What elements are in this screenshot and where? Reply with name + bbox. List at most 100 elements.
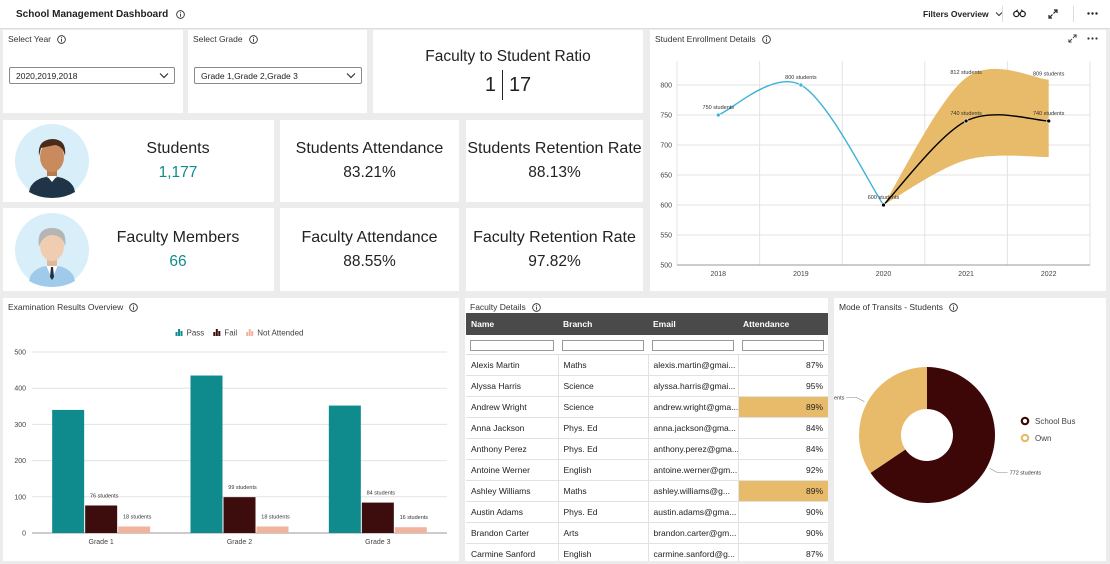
table-row[interactable]: Anthony Perez Phys. Ed anthony.perez@gma..… bbox=[466, 438, 828, 460]
table-cell: Phys. Ed bbox=[558, 501, 649, 523]
info-icon[interactable] bbox=[129, 302, 139, 312]
year-filter-panel: Select Year 2020,2019,2018 bbox=[3, 30, 183, 113]
table-cell: Andrew Wright bbox=[466, 396, 559, 418]
table-row[interactable]: Antoine Werner English antoine.werner@gm..… bbox=[466, 459, 828, 481]
y-tick-label: 700 bbox=[660, 143, 672, 150]
more-icon[interactable] bbox=[1087, 37, 1098, 40]
legend-swatch bbox=[175, 332, 178, 336]
legend-item[interactable]: Pass bbox=[175, 329, 205, 338]
legend-swatch bbox=[246, 332, 249, 336]
x-tick-label: 2021 bbox=[958, 271, 974, 278]
y-tick-label: 550 bbox=[660, 233, 672, 240]
chevron bbox=[995, 12, 1003, 17]
column-filter[interactable] bbox=[470, 339, 554, 351]
legend-item[interactable]: Not Attended bbox=[246, 329, 303, 338]
table-cell: andrew.wright@gma... bbox=[648, 396, 739, 418]
chart-title: Mode of Transits - Students bbox=[839, 302, 943, 312]
chevron bbox=[159, 73, 169, 79]
student-avatar bbox=[15, 124, 89, 198]
students-card: Students 1,177 bbox=[3, 120, 274, 202]
filter-cell bbox=[466, 335, 558, 355]
x-tick-label: Grade 3 bbox=[365, 539, 390, 546]
column-filter[interactable] bbox=[652, 339, 734, 351]
info-icon[interactable] bbox=[531, 302, 541, 312]
table-cell: Anna Jackson bbox=[466, 417, 559, 439]
legend-swatch bbox=[218, 331, 221, 336]
legend-label: School Bus bbox=[1035, 417, 1075, 426]
table-cell: Carmine Sanford bbox=[466, 543, 559, 561]
bar bbox=[223, 497, 256, 533]
more-icon[interactable] bbox=[1087, 12, 1098, 15]
table-cell: Arts bbox=[558, 522, 649, 544]
data-label: 800 students bbox=[785, 75, 817, 81]
data-label: 600 students bbox=[868, 195, 900, 201]
grade-dropdown[interactable]: Grade 1,Grade 2,Grade 3 bbox=[194, 67, 362, 84]
view-icon[interactable] bbox=[1013, 9, 1026, 18]
data-label: 809 students bbox=[1033, 72, 1065, 78]
table-row[interactable]: Alyssa Harris Science alyssa.harris@gmai..… bbox=[466, 375, 828, 397]
expand-icon[interactable] bbox=[1048, 9, 1058, 19]
pie-slice[interactable] bbox=[870, 367, 995, 503]
bar bbox=[85, 505, 118, 533]
table-row[interactable]: Carmine Sanford English carmine.sanford@g.… bbox=[466, 543, 828, 561]
legend-label: Pass bbox=[187, 329, 205, 338]
year-dropdown[interactable]: 2020,2019,2018 bbox=[9, 67, 175, 84]
x-tick-label: 2018 bbox=[711, 271, 727, 278]
legend-item[interactable]: School Bus bbox=[1020, 416, 1076, 426]
exam-panel: 0 100 200 300 400 500 Grade 1 76 students 18 stu… bbox=[3, 298, 459, 561]
kpi-card: Faculty Retention Rate 97.82% bbox=[466, 208, 643, 291]
data-point bbox=[1046, 118, 1052, 124]
y-tick-label: 650 bbox=[660, 173, 672, 180]
ratio-panel: Faculty to Student Ratio 1 17 bbox=[373, 30, 643, 113]
table-cell: Antoine Werner bbox=[466, 459, 559, 481]
table-row[interactable]: Austin Adams Phys. Ed austin.adams@gma... 9… bbox=[466, 501, 828, 523]
info-icon[interactable] bbox=[248, 34, 258, 44]
table-row[interactable]: Brandon Carter Arts brandon.carter@gm... 90… bbox=[466, 522, 828, 544]
x-tick-label: 2019 bbox=[793, 271, 809, 278]
faculty-avatar bbox=[15, 213, 89, 287]
table-cell: 90% bbox=[738, 501, 828, 523]
chart-title: Student Enrollment Details bbox=[655, 34, 756, 44]
info-icon[interactable] bbox=[176, 10, 186, 19]
table-cell: alexis.martin@gmai... bbox=[648, 354, 739, 376]
legend-item[interactable]: Fail bbox=[213, 329, 237, 338]
table-body: Alexis Martin Maths alexis.martin@gmai... 8… bbox=[466, 354, 828, 561]
filters-overview-button[interactable]: Filters Overview bbox=[923, 9, 1003, 19]
table-cell: 87% bbox=[738, 543, 828, 561]
filter-label: Select Grade bbox=[193, 34, 243, 44]
filter-label: Select Year bbox=[8, 34, 52, 44]
kpi-title: Students Attendance bbox=[295, 140, 444, 157]
table-cell: Phys. Ed bbox=[558, 417, 649, 439]
table-cell: 87% bbox=[738, 354, 828, 376]
table-row[interactable]: Ashley Williams Maths ashley.williams@g...… bbox=[466, 480, 828, 502]
legend-item[interactable]: Own bbox=[1020, 433, 1052, 443]
table-cell: Phys. Ed bbox=[558, 438, 649, 460]
pie-slice[interactable] bbox=[859, 367, 927, 473]
table-cell: 84% bbox=[738, 438, 828, 460]
chart-title-wrap: Mode of Transits - Students bbox=[839, 302, 958, 312]
y-tick-label: 750 bbox=[660, 113, 672, 120]
data-label: 99 students bbox=[228, 485, 257, 491]
bar bbox=[118, 526, 151, 533]
data-label: 772 students bbox=[1010, 471, 1042, 477]
filters-overview-label: Filters Overview bbox=[923, 9, 989, 19]
table-row[interactable]: Andrew Wright Science andrew.wright@gma...… bbox=[466, 396, 828, 418]
kpi-card: Students Retention Rate 88.13% bbox=[466, 120, 643, 202]
y-tick-label: 200 bbox=[14, 458, 26, 465]
faculty-table-panel: Faculty Details Name Branch Email Attendanc… bbox=[465, 298, 828, 561]
info-icon[interactable] bbox=[949, 302, 958, 312]
table-row[interactable]: Alexis Martin Maths alexis.martin@gmai... 8… bbox=[466, 354, 828, 376]
info-icon[interactable] bbox=[57, 34, 66, 44]
table-row[interactable]: Anna Jackson Phys. Ed anna.jackson@gma... 8… bbox=[466, 417, 828, 439]
table-cell: Brandon Carter bbox=[466, 522, 559, 544]
info-icon[interactable] bbox=[761, 34, 771, 44]
faculty-card: Faculty Members 66 bbox=[3, 208, 274, 291]
data-label: 405 students bbox=[834, 395, 845, 401]
column-filter[interactable] bbox=[562, 339, 644, 351]
expand-icon[interactable] bbox=[1068, 34, 1077, 43]
chevron bbox=[346, 73, 356, 79]
data-point bbox=[881, 202, 886, 208]
data-label: 18 students bbox=[123, 514, 152, 520]
column-filter[interactable] bbox=[742, 339, 824, 351]
table-cell: alyssa.harris@gmai... bbox=[648, 375, 739, 397]
